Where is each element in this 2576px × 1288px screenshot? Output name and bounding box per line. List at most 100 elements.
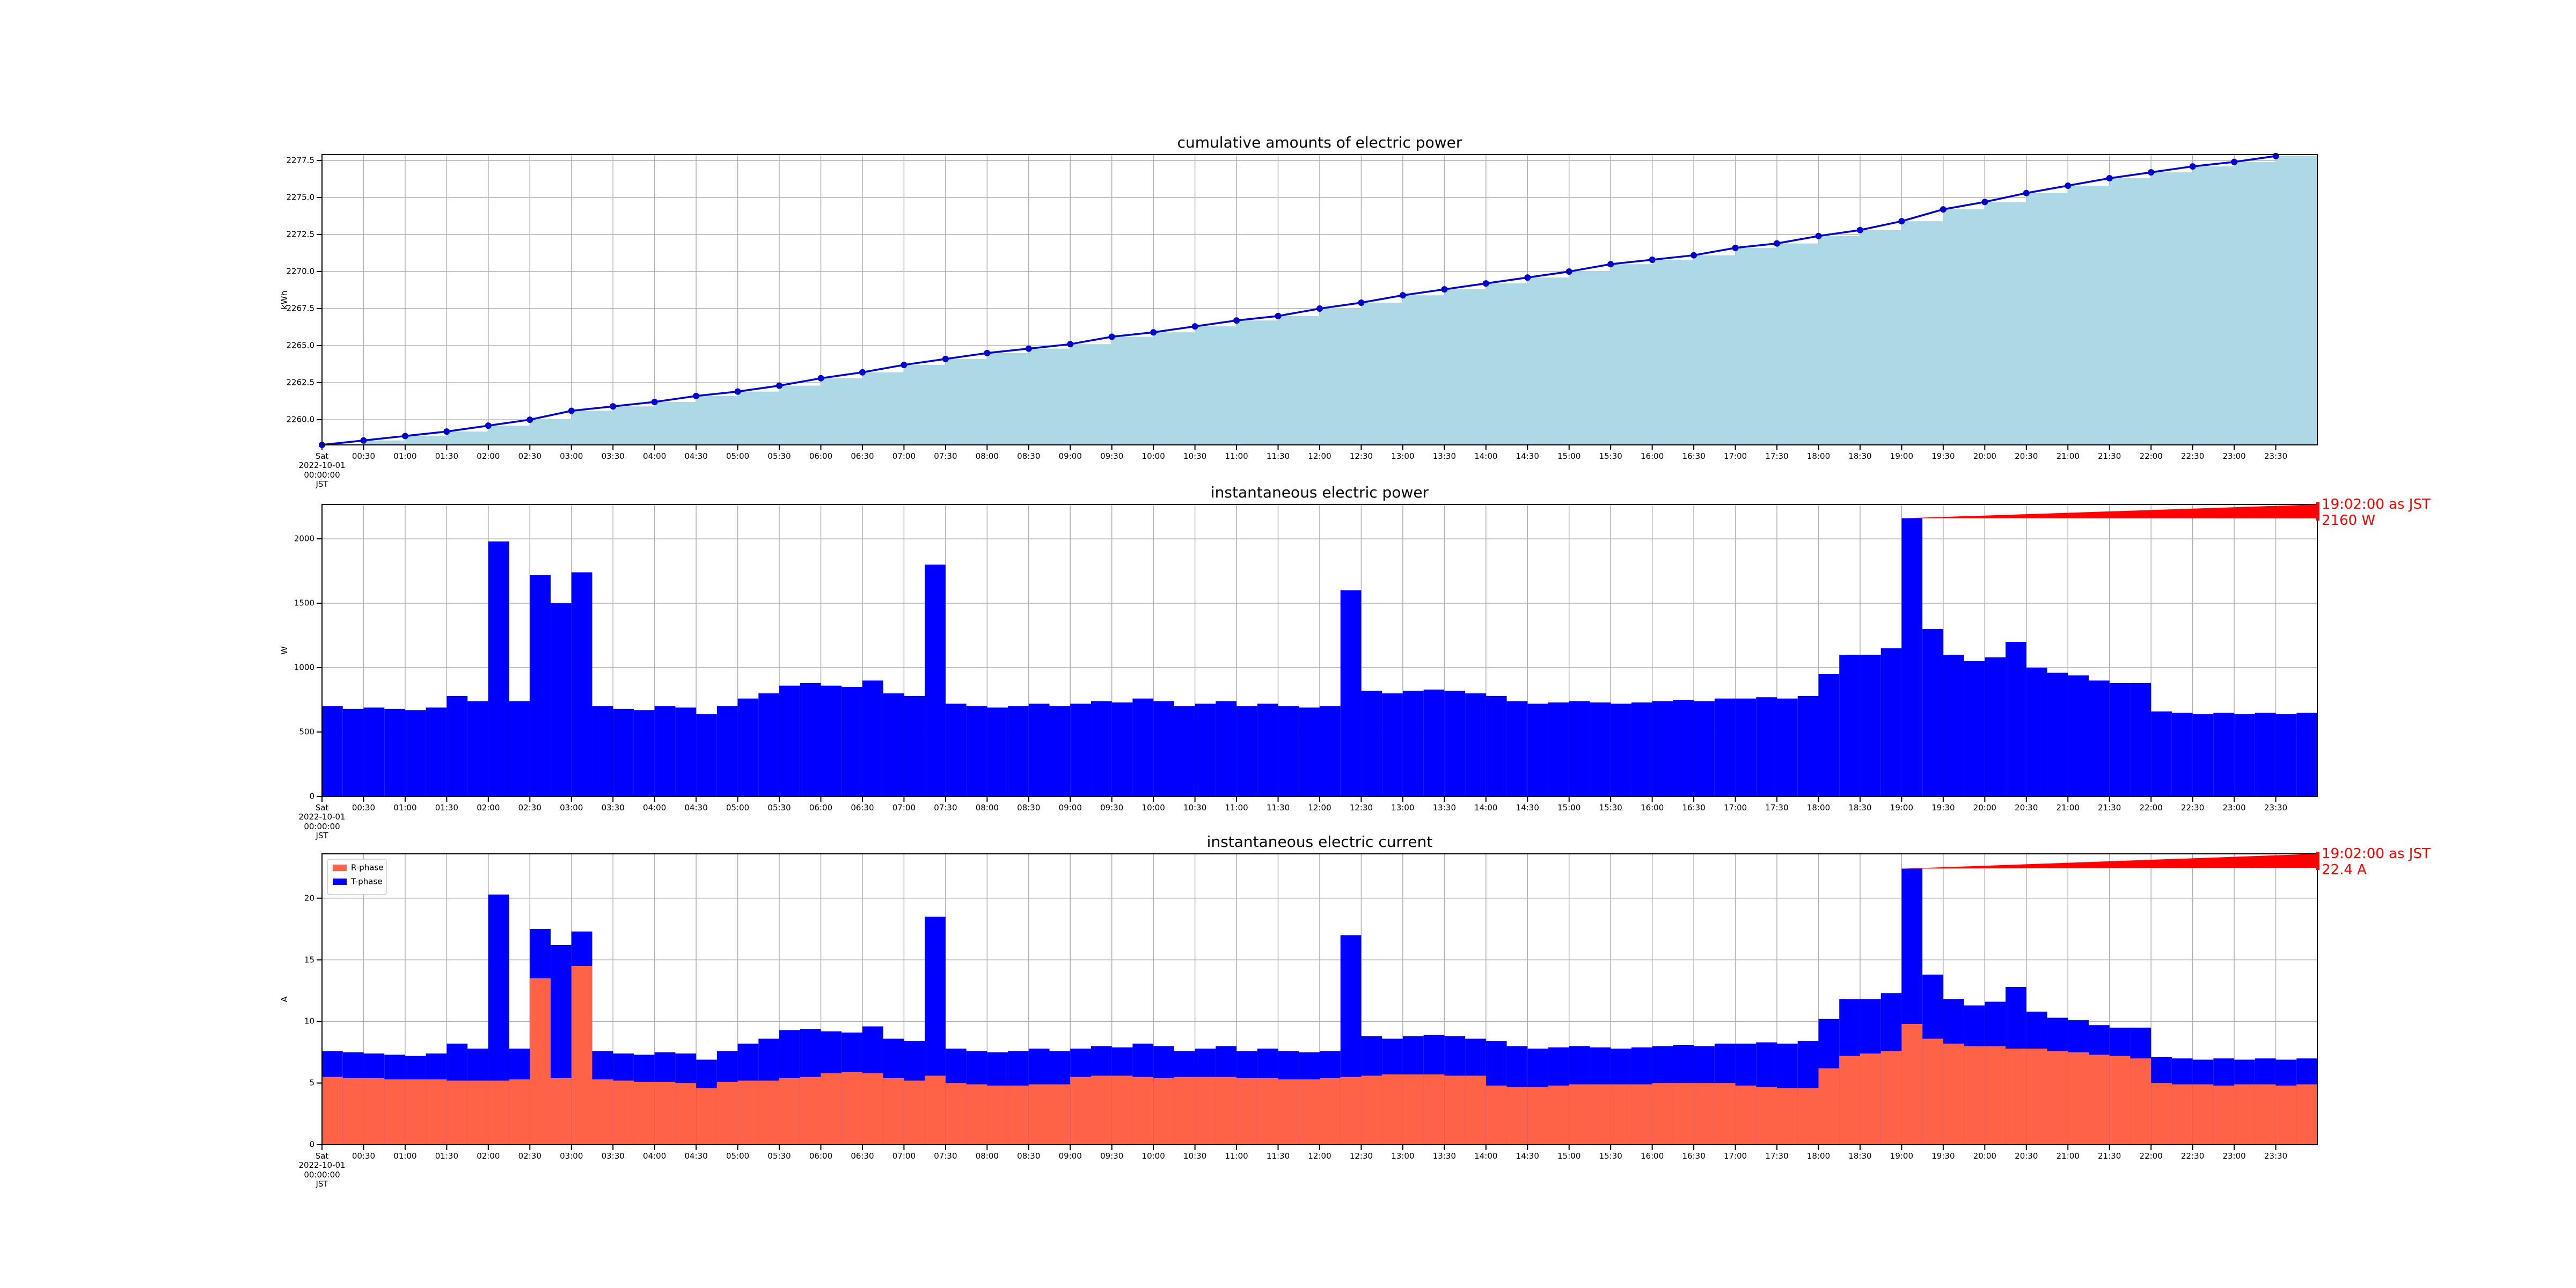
bar: [1964, 661, 1985, 796]
x-tick-label: 01:30: [435, 803, 458, 813]
bar: [467, 701, 488, 796]
bar: [447, 1080, 468, 1145]
point: [1275, 312, 1282, 319]
bar: [467, 1080, 488, 1145]
bar: [1299, 707, 1320, 796]
x-tick-label: 03:00: [560, 803, 583, 813]
y-tick-label: 15: [304, 954, 314, 964]
bar: [862, 1073, 883, 1145]
x-tick-label: 05:00: [726, 1151, 750, 1161]
bar: [675, 1083, 697, 1145]
bar: [530, 575, 551, 796]
bar: [2109, 1056, 2131, 1145]
bar: [966, 1084, 987, 1145]
x-tick-label: 21:00: [2056, 1151, 2080, 1161]
bar: [779, 1078, 800, 1145]
bar: [447, 696, 468, 796]
bar: [1174, 1077, 1195, 1145]
x-tick-label: 04:30: [684, 1151, 708, 1161]
point: [360, 437, 367, 444]
bar: [1340, 1077, 1362, 1145]
bar: [987, 1085, 1008, 1145]
x-tick-label: 02:30: [518, 1151, 541, 1161]
bar: [1569, 701, 1590, 796]
point: [1191, 323, 1198, 330]
x-tick-label: 18:30: [1848, 803, 1872, 813]
point: [2065, 182, 2072, 189]
bar: [1008, 1085, 1029, 1145]
bar: [1527, 704, 1549, 796]
bar: [821, 685, 842, 796]
x-tick-label: 11:00: [1225, 451, 1248, 461]
bar: [592, 706, 613, 796]
y-tick-label: 20: [304, 893, 314, 903]
x-tick-label: 16:30: [1682, 803, 1706, 813]
x-tick-label: 12:00: [1308, 803, 1331, 813]
x-tick-label: 17:00: [1723, 803, 1747, 813]
x-tick-label: Sat 2022-10-01 00:00:00 JST: [298, 1151, 346, 1189]
y-tick-label: 2277.5: [286, 155, 315, 165]
bar: [1652, 701, 1673, 796]
x-tick-label: Sat 2022-10-01 00:00:00 JST: [298, 803, 346, 840]
x-tick-label: 22:00: [2139, 451, 2163, 461]
x-tick-label: 11:00: [1225, 803, 1248, 813]
y-axis-label: W: [279, 646, 289, 655]
bar: [1611, 1084, 1631, 1145]
x-tick-label: 18:00: [1806, 451, 1831, 461]
point: [1732, 244, 1739, 251]
point: [1649, 256, 1656, 263]
bar: [654, 706, 676, 796]
bar: [1028, 704, 1050, 796]
point: [443, 428, 450, 435]
x-tick-label: 11:00: [1225, 1151, 1248, 1161]
point: [1108, 333, 1115, 340]
x-tick-label: 16:00: [1641, 1151, 1664, 1161]
x-tick-label: 07:30: [934, 451, 957, 461]
point: [401, 433, 408, 440]
x-tick-label: 05:30: [767, 803, 791, 813]
bar: [1777, 698, 1798, 796]
bar: [1673, 1083, 1694, 1145]
point: [1358, 299, 1365, 306]
x-tick-label: 19:00: [1890, 451, 1914, 461]
y-tick-label: 0: [309, 1139, 314, 1150]
bar: [2213, 1085, 2235, 1145]
bar: [1880, 648, 1902, 796]
x-tick-label: 07:30: [934, 803, 957, 813]
bar: [1070, 1077, 1091, 1145]
point: [1856, 226, 1863, 233]
x-tick-label: 07:00: [892, 803, 916, 813]
annotation-arrow-head: [2316, 502, 2319, 521]
point: [817, 375, 824, 382]
y-tick-label: 2270.0: [286, 266, 315, 276]
x-tick-label: 10:30: [1183, 1151, 1207, 1161]
bar: [2047, 1051, 2068, 1145]
bar: [1694, 1083, 1715, 1145]
bar: [737, 1080, 759, 1145]
bar: [1860, 1053, 1881, 1145]
bar: [1985, 1046, 2006, 1145]
point: [1441, 286, 1448, 293]
x-tick-label: 20:00: [1973, 1151, 1996, 1161]
x-tick-label: 22:30: [2181, 1151, 2205, 1161]
bar: [1402, 1074, 1424, 1145]
point: [693, 392, 700, 399]
x-tick-label: 09:30: [1100, 803, 1124, 813]
legend-label: T-phase: [351, 876, 383, 887]
x-tick-label: 22:30: [2181, 803, 2205, 813]
x-tick-label: 04:30: [684, 803, 708, 813]
bar: [1922, 1038, 1943, 1145]
bar: [426, 707, 447, 796]
point: [526, 416, 533, 423]
bar: [1590, 702, 1611, 796]
x-tick-label: 13:30: [1432, 1151, 1456, 1161]
x-tick-label: 06:30: [851, 803, 874, 813]
bar: [883, 693, 904, 796]
x-tick-label: 20:00: [1973, 803, 1996, 813]
chart-title: cumulative amounts of electric power: [1177, 133, 1462, 151]
bar: [571, 965, 592, 1145]
bar: [1548, 1085, 1569, 1145]
x-tick-label: 19:00: [1890, 1151, 1914, 1161]
bar: [1049, 1084, 1071, 1145]
x-tick-label: 17:00: [1723, 1151, 1747, 1161]
